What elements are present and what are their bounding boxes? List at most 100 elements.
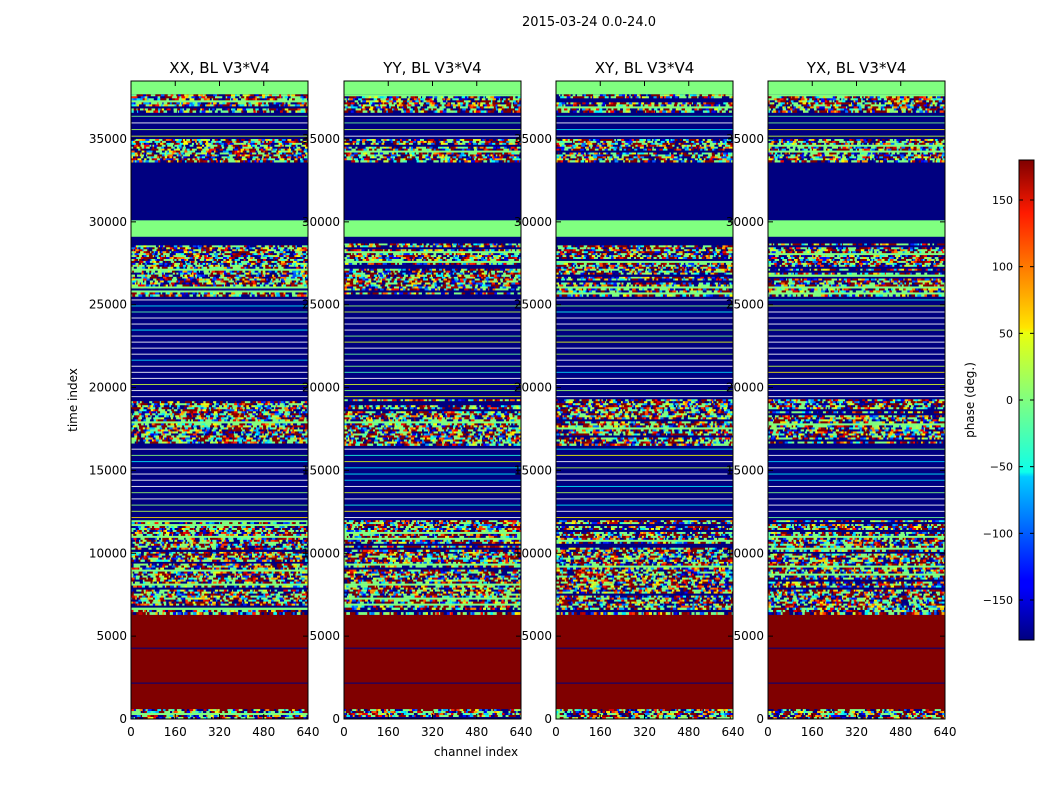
phase-cell [292,551,296,554]
phase-cell [305,537,308,541]
phase-cell [167,423,171,426]
phase-cell [277,401,280,404]
phase-cell [305,557,307,560]
phase-cell [180,579,184,582]
phase-cell [263,425,267,428]
phase-cell [178,717,182,719]
phase-cell [132,294,136,297]
phase-cell [146,441,151,444]
phase-cell [150,537,154,541]
phase-cell [230,533,235,537]
phase-cell [181,292,185,295]
phase-cell [265,407,267,410]
phase-cell [261,539,265,543]
phase-cell [238,571,242,574]
phase-cell [180,292,182,295]
phase-cell [146,539,150,543]
phase-cell [168,709,173,712]
phase-cell [297,555,303,558]
phase-cell [194,441,196,444]
phase-cell [277,429,281,432]
phase-cell [182,601,186,604]
phase-cell [160,292,163,295]
phase-cell [238,715,242,718]
phase-cell [270,531,274,535]
phase-cell [153,577,157,580]
phase-cell [191,559,194,562]
phase-cell [291,557,294,560]
phase-cell [198,280,203,283]
phase-row [131,359,308,361]
phase-cell [301,522,304,525]
phase-cell [131,245,135,248]
phase-cell [163,715,167,718]
phase-cell [299,278,303,281]
phase-cell [238,280,241,283]
phase-cell [302,565,306,568]
phase-cell [268,585,273,588]
phase-cell [176,401,180,404]
phase-cell [194,553,199,556]
phase-cell [261,278,266,281]
phase-cell [238,284,242,287]
phase-cell [213,292,215,295]
phase-cell [228,565,231,568]
phase-cell [224,577,229,580]
phase-cell [209,541,214,545]
phase-row [131,377,308,379]
phase-cell [220,577,225,580]
phase-cell [281,581,284,584]
phase-cell [219,526,225,529]
phase-cell [149,595,154,598]
phase-cell [226,717,230,719]
phase-cell [252,439,257,442]
phase-cell [210,409,215,412]
phase-cell [230,403,235,406]
phase-cell [146,533,150,537]
phase-cell [147,581,151,584]
phase-cell [264,282,268,285]
phase-cell [274,528,279,531]
phase-cell [137,567,140,570]
phase-cell [225,292,228,295]
phase-cell [204,597,208,600]
phase-cell [153,419,157,422]
phase-cell [243,433,247,436]
phase-cell [185,522,188,525]
phase-cell [225,597,231,600]
phase-cell [296,531,301,535]
phase-cell [138,439,140,442]
phase-cell [231,401,236,404]
phase-cell [133,537,137,541]
phase-cell [299,601,303,604]
phase-cell [237,245,241,248]
phase-cell [180,585,182,588]
phase-cell [242,555,246,558]
phase-cell [155,294,161,297]
phase-cell [183,529,186,533]
phase-cell [229,591,232,594]
phase-cell [178,533,182,537]
phase-cell [219,565,222,568]
phase-cell [277,539,280,543]
phase-cell [233,280,236,283]
phase-cell [292,437,295,440]
phase-cell [133,573,136,576]
phase-cell [204,599,210,602]
phase-cell [202,276,207,279]
phase-cell [252,581,256,584]
phase-cell [294,541,296,545]
phase-cell [186,245,190,248]
phase-cell [185,595,188,598]
phase-cell [181,417,183,420]
phase-cell [302,437,305,440]
phase-cell [282,559,286,562]
phase-cell [194,537,199,541]
phase-cell [192,551,196,554]
phase-cell [300,427,303,430]
phase-cell [172,431,176,434]
phase-cell [303,403,308,406]
phase-cell [244,547,248,550]
phase-cell [301,533,305,537]
phase-cell [179,413,184,416]
